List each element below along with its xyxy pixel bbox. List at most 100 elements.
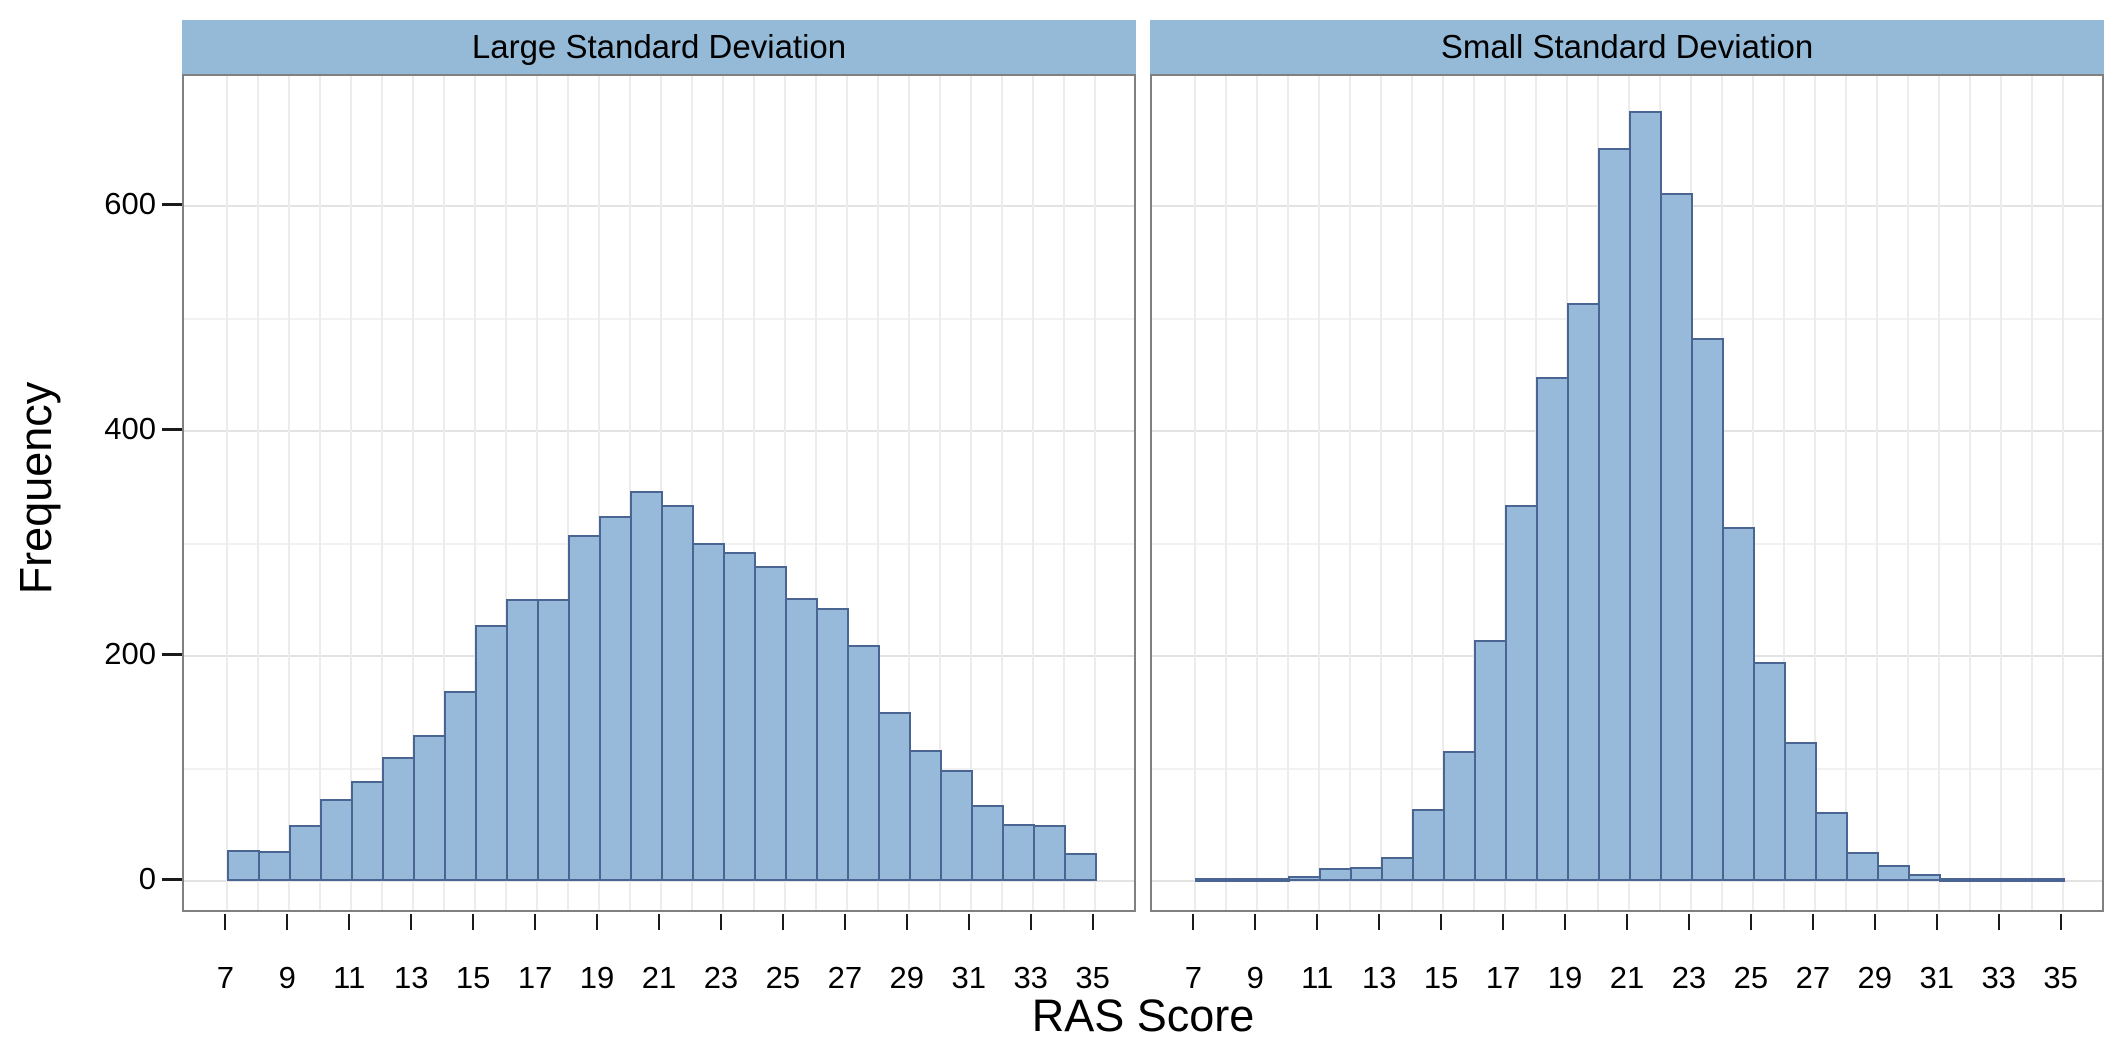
- histogram-bar: [1845, 852, 1879, 882]
- histogram-bar: [506, 599, 540, 882]
- gridline-v: [1751, 76, 1754, 910]
- gridline-v: [1782, 76, 1785, 910]
- x-tick-label: 27: [827, 960, 863, 995]
- gridline-v: [1844, 76, 1847, 910]
- histogram-bar: [320, 799, 354, 882]
- x-tick-mark: [224, 914, 227, 930]
- gridline-v: [1999, 76, 2002, 910]
- histogram-bar: [475, 624, 509, 882]
- x-tick-mark: [1626, 914, 1628, 930]
- x-tick-mark: [781, 914, 784, 930]
- histogram-bar: [1474, 639, 1508, 882]
- gridline-v: [1968, 76, 1971, 910]
- x-tick-mark: [1811, 914, 1814, 930]
- x-tick-label: 33: [1981, 960, 2016, 995]
- y-tick-mark: [162, 427, 182, 431]
- gridline-v: [257, 76, 260, 910]
- histogram-bar: [537, 599, 571, 882]
- y-tick-mark: [162, 652, 182, 656]
- gridline-v: [1875, 76, 1878, 910]
- gridline-major-h: [1152, 880, 2102, 883]
- gridline-v: [721, 76, 724, 910]
- x-tick-mark: [905, 914, 908, 930]
- x-tick-mark: [1254, 914, 1257, 930]
- histogram-bar: [382, 756, 416, 882]
- x-tick-mark: [1997, 914, 2000, 930]
- gridline-v: [1906, 76, 1909, 910]
- gridline-v: [907, 76, 910, 910]
- y-tick-label: 200: [104, 636, 156, 672]
- gridline-v: [536, 76, 539, 910]
- x-tick-label: 7: [216, 960, 234, 995]
- x-tick-mark: [1502, 914, 1505, 930]
- x-tick-label: 21: [1609, 960, 1645, 995]
- histogram-bar: [1443, 750, 1477, 882]
- histogram-bar: [1288, 875, 1322, 882]
- histogram-bar: [2000, 878, 2034, 883]
- gridline-major-h: [184, 880, 1134, 883]
- gridline-v: [814, 76, 817, 910]
- x-tick-label: 13: [1361, 960, 1397, 995]
- x-tick-label: 29: [1857, 960, 1893, 995]
- x-tick-label: 7: [1184, 960, 1202, 995]
- gridline-v: [1031, 76, 1034, 910]
- x-tick-label: 17: [517, 960, 553, 995]
- histogram-bar: [1690, 338, 1724, 882]
- x-tick-mark: [348, 914, 351, 930]
- histogram-bar: [722, 551, 756, 882]
- gridline-v: [1000, 76, 1003, 910]
- x-tick-mark: [1192, 914, 1195, 930]
- plot-area: [1150, 74, 2104, 912]
- gridline-minor-h: [184, 317, 1134, 320]
- histogram-bar: [1969, 878, 2003, 883]
- x-tick-label: 9: [278, 960, 296, 995]
- histogram-bar: [908, 749, 942, 882]
- gridline-v: [381, 76, 384, 910]
- gridline-v: [2061, 76, 2064, 910]
- histogram-bar: [1350, 866, 1384, 882]
- gridline-v: [938, 76, 941, 910]
- gridline-v: [1225, 76, 1228, 910]
- x-tick-label: 25: [1733, 960, 1769, 995]
- x-tick-mark: [1316, 914, 1319, 930]
- histogram-bar: [630, 491, 663, 882]
- histogram-bar: [351, 781, 385, 882]
- histogram-bar: [1381, 856, 1415, 882]
- gridline-v: [1411, 76, 1414, 910]
- x-tick-label: 9: [1246, 960, 1264, 995]
- gridline-v: [845, 76, 848, 910]
- gridline-v: [1093, 76, 1096, 910]
- histogram-bar: [846, 645, 880, 882]
- x-tick-label: 23: [703, 960, 739, 995]
- gridline-v: [876, 76, 879, 910]
- gridline-major-h: [184, 430, 1134, 433]
- histogram-bar: [1195, 878, 1229, 883]
- histogram-bar: [970, 804, 1004, 882]
- gridline-v: [226, 76, 229, 910]
- x-tick-label: 23: [1671, 960, 1707, 995]
- x-tick-mark: [534, 914, 537, 930]
- histogram-bar: [599, 515, 633, 882]
- y-tick-mark: [162, 877, 182, 881]
- x-tick-mark: [286, 914, 289, 930]
- x-tick-label: 31: [1919, 960, 1954, 995]
- histogram-bar: [1536, 377, 1570, 882]
- gridline-v: [443, 76, 446, 910]
- histogram-bar: [877, 711, 911, 882]
- gridline-v: [1504, 76, 1507, 910]
- x-tick-mark: [967, 914, 970, 930]
- gridline-v: [752, 76, 755, 910]
- gridline-v: [598, 76, 601, 910]
- histogram-bar: [1814, 811, 1848, 882]
- x-tick-mark: [1687, 914, 1690, 930]
- x-tick-label: 35: [1075, 960, 1110, 995]
- x-tick-label: 35: [2043, 960, 2078, 995]
- histogram-bar: [1319, 867, 1353, 882]
- gridline-v: [412, 76, 415, 910]
- x-tick-label: 27: [1795, 960, 1831, 995]
- x-tick-mark: [1873, 914, 1876, 930]
- histogram-bar: [1907, 873, 1941, 882]
- x-axis-title: RAS Score: [1031, 990, 1255, 1041]
- gridline-v: [288, 76, 291, 910]
- histogram-bar: [753, 566, 787, 882]
